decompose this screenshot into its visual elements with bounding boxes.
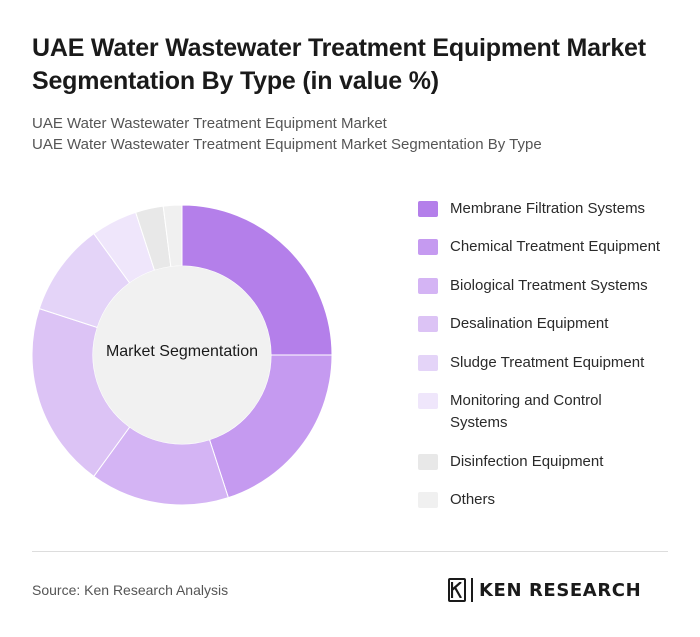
- legend-label: Disinfection Equipment: [450, 453, 604, 470]
- ken-research-k-icon: [448, 578, 466, 602]
- legend-label: Biological Treatment Systems: [450, 277, 648, 294]
- legend-label: Chemical Treatment Equipment: [450, 238, 661, 255]
- subtitle-line-2: UAE Water Wastewater Treatment Equipment…: [32, 136, 542, 153]
- legend-swatch: [418, 201, 438, 217]
- footer-divider: [32, 551, 668, 552]
- legend-swatch: [418, 454, 438, 470]
- legend-label: Monitoring and Control Systems: [450, 392, 602, 431]
- legend-item-desalination-equipment: Desalination Equipment: [418, 313, 683, 335]
- legend-item-monitoring-and-control-systems: Monitoring and Control Systems: [418, 390, 683, 434]
- legend-item-disinfection-equipment: Disinfection Equipment: [418, 451, 683, 473]
- legend-label: Desalination Equipment: [450, 315, 609, 332]
- donut-hole: [93, 266, 271, 444]
- legend-label: Others: [450, 491, 496, 508]
- legend-item-sludge-treatment-equipment: Sludge Treatment Equipment: [418, 352, 683, 374]
- donut-chart: [31, 204, 333, 506]
- subtitle-line-1: UAE Water Wastewater Treatment Equipment…: [32, 115, 387, 132]
- legend-swatch: [418, 393, 438, 409]
- legend-label: Sludge Treatment Equipment: [450, 354, 645, 371]
- legend-item-others: Others: [418, 489, 683, 511]
- legend-swatch: [418, 355, 438, 371]
- source-note: Source: Ken Research Analysis: [32, 582, 229, 598]
- legend-swatch: [418, 239, 438, 255]
- ken-research-logo: KEN RESEARCH: [448, 576, 641, 604]
- legend-item-membrane-filtration-systems: Membrane Filtration Systems: [418, 198, 683, 220]
- donut-center-label: Market Segmentation: [105, 343, 259, 360]
- legend-swatch: [418, 278, 438, 294]
- legend-swatch: [418, 492, 438, 508]
- logo-separator: [471, 578, 473, 602]
- legend-item-biological-treatment-systems: Biological Treatment Systems: [418, 275, 683, 297]
- legend-item-chemical-treatment-equipment: Chemical Treatment Equipment: [418, 236, 683, 258]
- legend-label: Membrane Filtration Systems: [450, 200, 646, 217]
- chart-subtitle: UAE Water Wastewater Treatment Equipment…: [32, 113, 672, 155]
- legend-swatch: [418, 316, 438, 332]
- chart-title: UAE Water Wastewater Treatment Equipment…: [32, 34, 646, 95]
- logo-text: KEN RESEARCH: [479, 579, 642, 601]
